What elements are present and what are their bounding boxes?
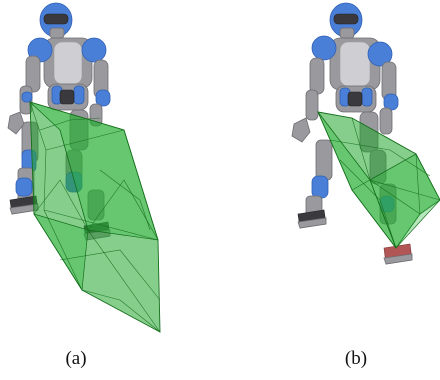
caption-a: (a): [65, 348, 87, 369]
robot-left-leg: [297, 139, 333, 229]
scene-b: [291, 2, 440, 265]
robot-torso: [27, 37, 107, 111]
caption-b: (b): [344, 348, 368, 369]
support-region-b: [317, 111, 440, 249]
robot-head: [329, 2, 363, 39]
robot-torso: [311, 35, 393, 113]
robot-right-arm: [89, 59, 111, 127]
robot-left-arm: [7, 55, 41, 135]
robot-right-arm: [379, 61, 399, 135]
scene-a: [7, 2, 161, 333]
support-region-a: [29, 101, 161, 333]
robot-left-arm: [291, 57, 325, 143]
robot-head: [39, 2, 73, 39]
